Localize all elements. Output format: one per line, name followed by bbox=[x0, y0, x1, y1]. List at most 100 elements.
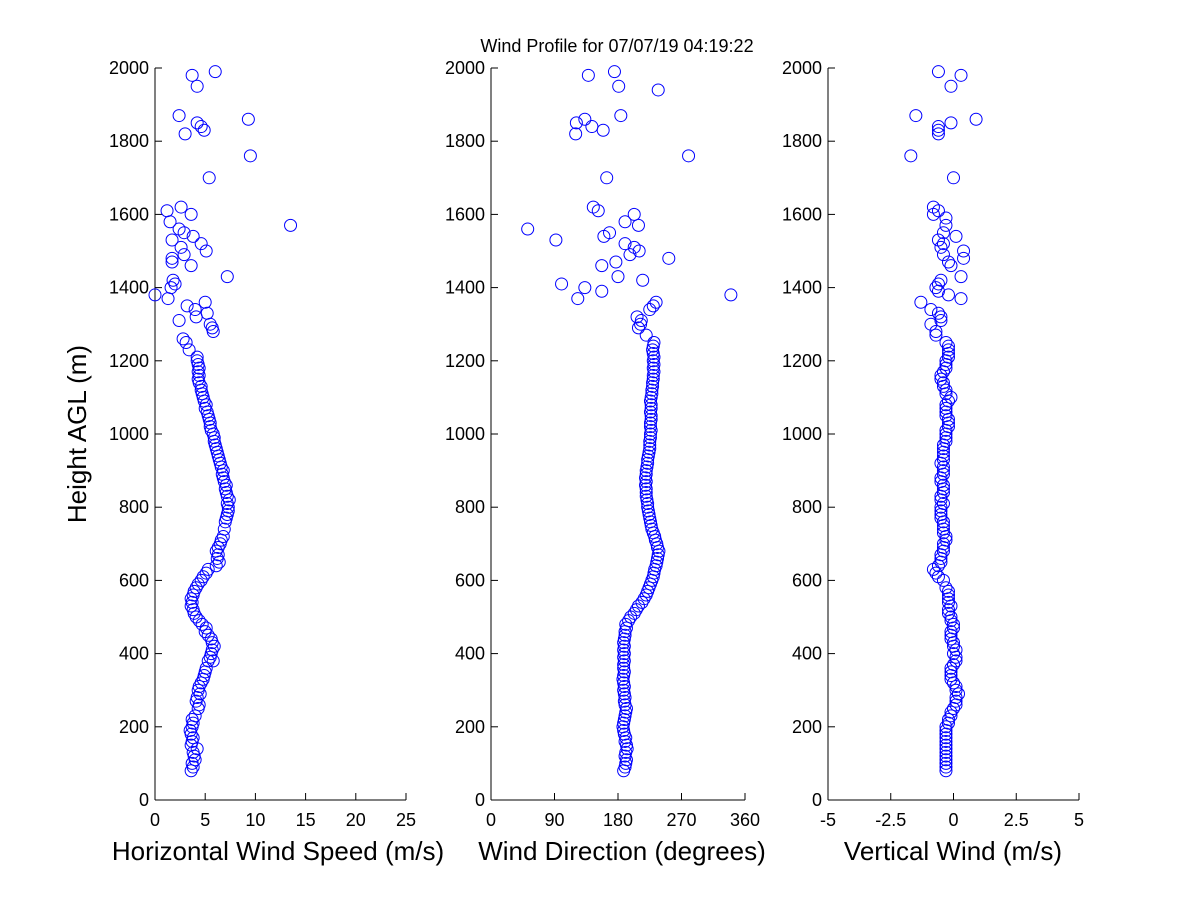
vertical-data-point bbox=[924, 303, 938, 317]
direction-data-point bbox=[578, 112, 592, 126]
vertical-data-point bbox=[939, 336, 953, 349]
vertical-data-point bbox=[939, 398, 953, 412]
direction-data-point bbox=[651, 83, 665, 97]
vertical-ytick-label: 200 bbox=[792, 717, 822, 737]
vertical-data-point bbox=[944, 672, 958, 686]
vertical-ytick-label: 1800 bbox=[782, 131, 822, 151]
speed-data-point bbox=[184, 259, 198, 273]
vertical-data-point bbox=[934, 372, 948, 386]
speed-data-point bbox=[200, 306, 214, 320]
vertical-data-point bbox=[939, 434, 953, 448]
direction-data-point bbox=[637, 592, 651, 606]
direction-data-point bbox=[617, 661, 631, 675]
speed-data-point bbox=[177, 248, 191, 262]
vertical-data-point bbox=[929, 566, 943, 580]
vertical-data-point bbox=[944, 661, 958, 675]
speed-data-point bbox=[188, 303, 202, 317]
vertical-series bbox=[904, 65, 983, 778]
vertical-data-point bbox=[909, 109, 923, 123]
speed-data-point bbox=[194, 237, 208, 251]
direction-data-point bbox=[555, 277, 569, 291]
direction-data-point bbox=[635, 595, 649, 609]
vertical-data-point bbox=[947, 658, 960, 672]
direction-data-point bbox=[636, 273, 650, 287]
vertical-data-point bbox=[939, 401, 953, 415]
vertical-data-point bbox=[952, 687, 966, 701]
speed-data-point bbox=[211, 540, 225, 554]
vertical-data-point bbox=[939, 756, 953, 770]
vertical-data-point bbox=[926, 200, 940, 214]
speed-data-point bbox=[186, 229, 200, 243]
direction-data-point bbox=[627, 606, 641, 620]
vertical-data-point bbox=[941, 712, 955, 726]
direction-data-point bbox=[609, 255, 623, 269]
vertical-data-point bbox=[944, 610, 958, 624]
direction-xtick-label: 360 bbox=[730, 810, 760, 830]
direction-data-point bbox=[612, 79, 626, 93]
speed-data-point bbox=[220, 497, 234, 511]
speed-data-point bbox=[209, 559, 223, 573]
direction-data-point bbox=[643, 438, 657, 452]
speed-data-point bbox=[189, 581, 203, 595]
vertical-data-point bbox=[941, 343, 955, 357]
vertical-ytick-label: 1400 bbox=[782, 278, 822, 298]
vertical-data-point bbox=[939, 734, 953, 748]
vertical-ytick-label: 2000 bbox=[782, 58, 822, 78]
speed-data-point bbox=[180, 299, 194, 313]
speed-ytick-label: 1200 bbox=[109, 351, 149, 371]
direction-data-point bbox=[549, 233, 563, 247]
direction-data-point bbox=[631, 218, 645, 232]
speed-data-point bbox=[207, 639, 221, 653]
vertical-data-point bbox=[931, 233, 945, 247]
speed-data-point bbox=[216, 529, 230, 543]
speed-data-point bbox=[209, 544, 223, 558]
direction-data-point bbox=[618, 237, 632, 251]
vertical-data-point bbox=[936, 449, 950, 463]
direction-ytick-label: 1600 bbox=[445, 204, 485, 224]
vertical-data-point bbox=[931, 277, 945, 291]
speed-data-point bbox=[190, 79, 204, 93]
speed-data-point bbox=[190, 116, 204, 130]
vertical-data-point bbox=[949, 691, 963, 705]
vertical-data-point bbox=[944, 79, 958, 93]
vertical-data-point bbox=[914, 295, 928, 309]
vertical-data-point bbox=[931, 65, 945, 79]
direction-data-point bbox=[607, 65, 621, 79]
vertical-data-point bbox=[954, 270, 968, 284]
vertical-data-point bbox=[941, 288, 955, 302]
vertical-data-point bbox=[944, 625, 958, 639]
vertical-data-point bbox=[949, 683, 963, 697]
vertical-data-point bbox=[934, 500, 948, 514]
vertical-data-point bbox=[931, 123, 945, 137]
figure-title: Wind Profile for 07/07/19 04:19:22 bbox=[480, 36, 753, 56]
vertical-data-point bbox=[969, 112, 983, 126]
direction-data-point bbox=[627, 207, 641, 221]
speed-data-point bbox=[194, 573, 208, 587]
direction-data-point bbox=[619, 617, 633, 631]
speed-data-point bbox=[172, 314, 186, 328]
speed-data-point bbox=[165, 251, 179, 265]
vertical-data-point bbox=[939, 211, 953, 225]
direction-data-point bbox=[623, 248, 637, 262]
vertical-data-point bbox=[939, 742, 953, 756]
speed-data-point bbox=[185, 756, 199, 770]
speed-ytick-label: 1400 bbox=[109, 278, 149, 298]
vertical-data-point bbox=[939, 749, 953, 763]
speed-data-point bbox=[165, 233, 179, 247]
direction-data-point bbox=[569, 116, 583, 130]
speed-data-point bbox=[202, 171, 216, 185]
direction-data-point bbox=[571, 292, 585, 306]
direction-data-point bbox=[595, 284, 609, 298]
speed-data-point bbox=[186, 745, 200, 759]
direction-data-point bbox=[600, 171, 614, 185]
speed-data-point bbox=[194, 379, 208, 393]
vertical-data-point bbox=[939, 764, 953, 778]
direction-data-point bbox=[641, 456, 655, 470]
speed-xtick-label: 0 bbox=[150, 810, 160, 830]
direction-data-point bbox=[643, 431, 657, 445]
vertical-data-point bbox=[941, 255, 955, 269]
vertical-data-point bbox=[924, 317, 938, 331]
direction-data-point bbox=[618, 215, 632, 229]
speed-data-point bbox=[217, 522, 231, 536]
direction-data-point bbox=[585, 120, 599, 134]
